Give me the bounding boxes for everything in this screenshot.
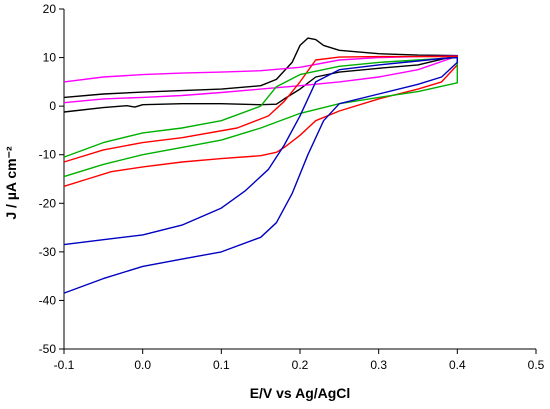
x-tick-label: -0.1: [54, 358, 75, 372]
axes: [59, 8, 537, 354]
y-tick-label: 20: [43, 2, 57, 16]
series-line-3: [63, 55, 458, 187]
y-tick-label: 10: [43, 51, 57, 65]
y-tick-label: -40: [39, 293, 57, 307]
x-tick-label: 0.1: [213, 358, 230, 372]
x-tick-label: 0.4: [449, 358, 466, 372]
series-line-1: [63, 37, 458, 113]
x-tick-label: 0.0: [134, 358, 151, 372]
x-axis-title: E/V vs Ag/AgCl: [250, 385, 351, 401]
series-line-5: [63, 56, 458, 294]
series-group: [63, 37, 458, 294]
y-axis-title: J / µA cm⁻²: [3, 146, 19, 220]
tick-labels: -50 -40 -30 -20 -10 0 10 20 -0.1 0.0 0.1 0.2 0.3 0.4 0…: [39, 2, 545, 372]
y-tick-label: -50: [39, 342, 57, 356]
x-tick-label: 0.2: [292, 358, 309, 372]
y-tick-label: -30: [39, 245, 57, 259]
y-tick-label: -10: [39, 148, 57, 162]
y-tick-label: -20: [39, 196, 57, 210]
y-tick-label: 0: [49, 99, 56, 113]
x-tick-label: 0.5: [528, 358, 545, 372]
x-tick-label: 0.3: [370, 358, 387, 372]
